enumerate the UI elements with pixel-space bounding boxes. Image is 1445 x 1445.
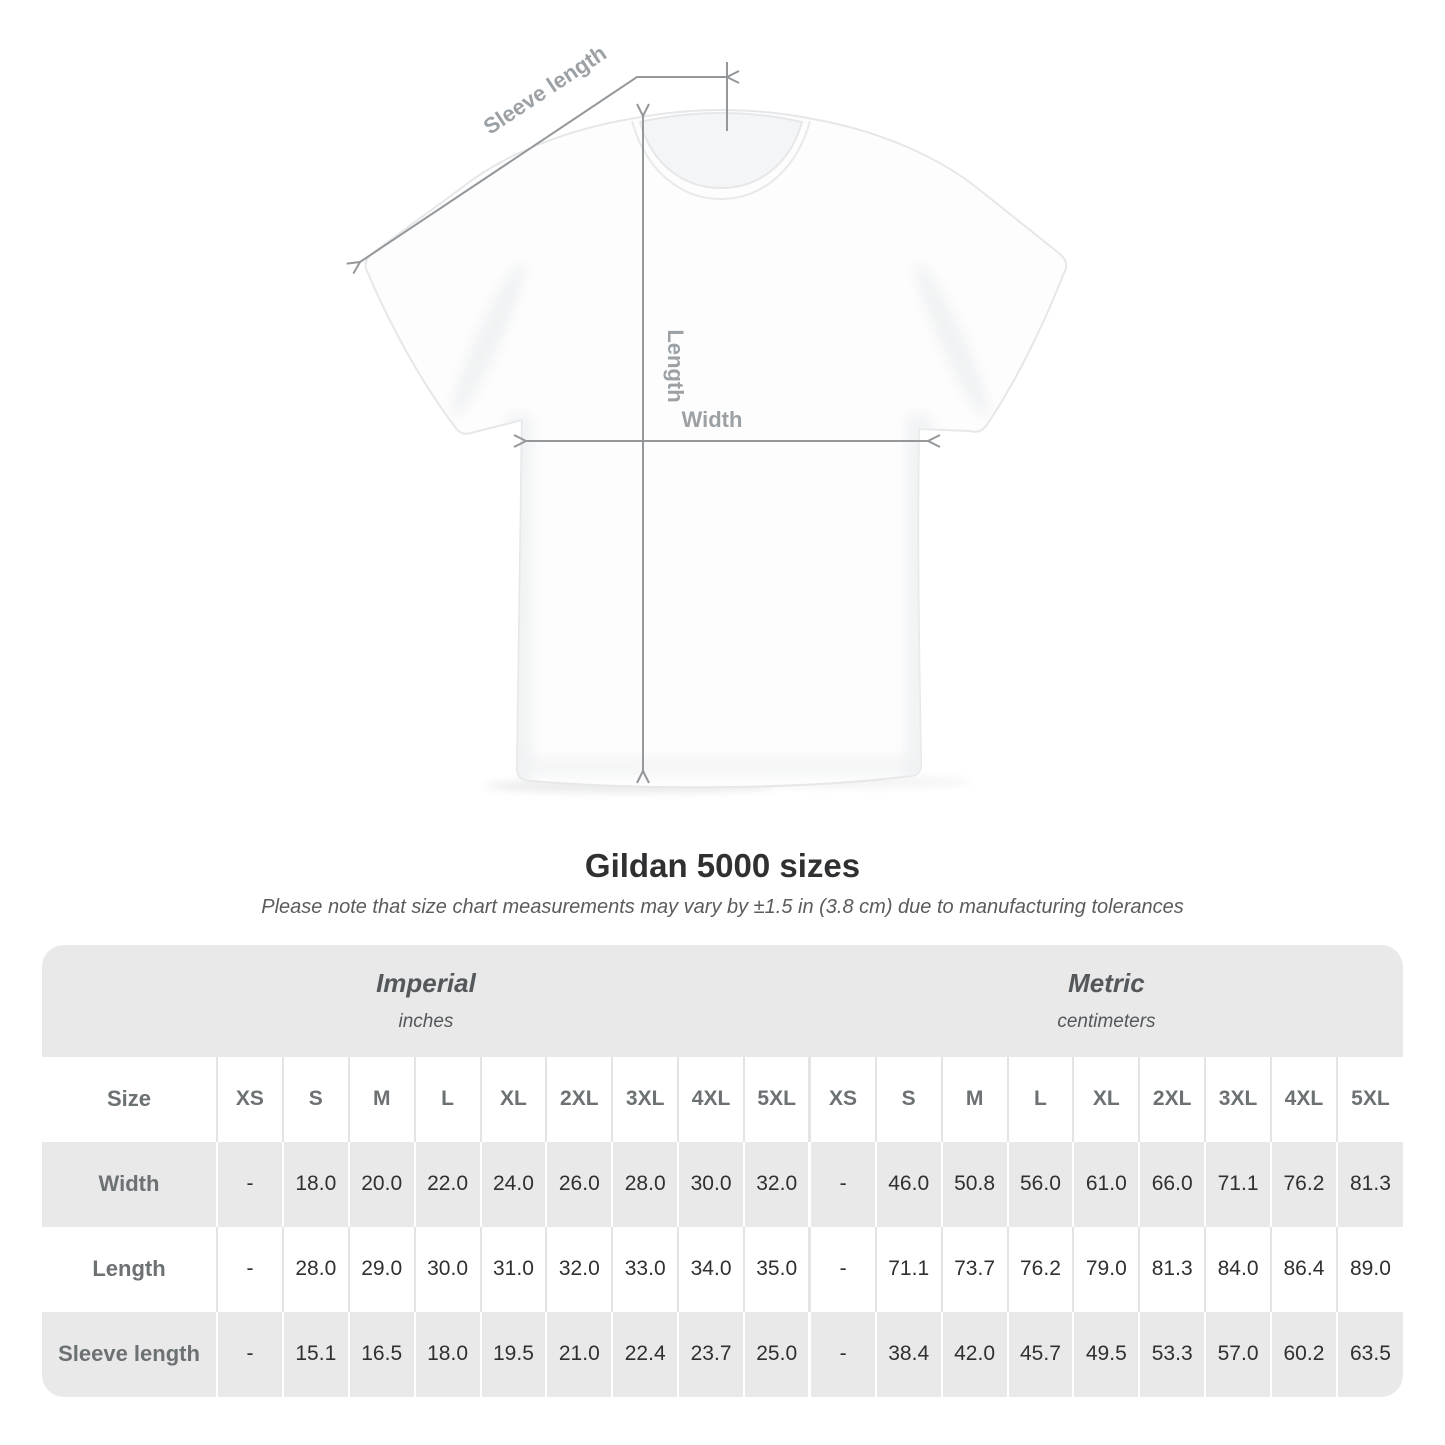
value-cell: 28.0 xyxy=(611,1141,679,1227)
value-cell: 35.0 xyxy=(743,1226,810,1312)
value-cell: 61.0 xyxy=(1072,1141,1140,1227)
size-col-metric: S xyxy=(874,1056,942,1142)
value-cell: 84.0 xyxy=(1204,1226,1271,1312)
size-header: Size xyxy=(42,1056,217,1142)
unit-group-row: Imperial inches Metric centimeters xyxy=(42,944,1403,1057)
value-cell: 31.0 xyxy=(479,1226,547,1312)
size-col-metric: 4XL xyxy=(1270,1056,1337,1142)
sleeve-length-row: Sleeve length - 15.1 16.5 18.0 19.5 21.0… xyxy=(42,1311,1403,1397)
size-chart-page: Sleeve length Length Width Gildan 5000 s… xyxy=(42,40,1403,1397)
value-cell: 19.5 xyxy=(479,1311,547,1397)
size-col-imperial: L xyxy=(413,1056,481,1142)
value-cell: 53.3 xyxy=(1138,1311,1206,1397)
value-cell: 20.0 xyxy=(347,1141,415,1227)
value-cell: 42.0 xyxy=(940,1311,1008,1397)
value-cell: 89.0 xyxy=(1335,1226,1403,1312)
value-cell: 49.5 xyxy=(1072,1311,1140,1397)
value-cell: 71.1 xyxy=(874,1226,942,1312)
value-cell: 24.0 xyxy=(479,1141,547,1227)
sleeve-length-arrow xyxy=(346,70,740,275)
value-cell: 21.0 xyxy=(545,1311,613,1397)
value-cell: 28.0 xyxy=(281,1226,349,1312)
value-cell: 81.3 xyxy=(1335,1141,1403,1227)
value-cell: 22.0 xyxy=(413,1141,481,1227)
size-col-imperial: 5XL xyxy=(743,1056,810,1142)
value-cell: 79.0 xyxy=(1072,1226,1140,1312)
size-col-metric: 2XL xyxy=(1138,1056,1206,1142)
value-cell: 60.2 xyxy=(1270,1311,1337,1397)
value-cell: 46.0 xyxy=(874,1141,942,1227)
value-cell: 76.2 xyxy=(1270,1141,1337,1227)
metric-group-header: Metric centimeters xyxy=(809,944,1403,1057)
value-cell: 16.5 xyxy=(347,1311,415,1397)
size-col-imperial: S xyxy=(281,1056,349,1142)
page-title: Gildan 5000 sizes xyxy=(584,847,861,884)
tshirt-body xyxy=(364,109,1068,789)
imperial-label: Imperial xyxy=(376,968,476,999)
value-cell: - xyxy=(216,1141,283,1227)
value-cell: - xyxy=(808,1311,876,1397)
value-cell: 26.0 xyxy=(545,1141,613,1227)
size-col-imperial: 3XL xyxy=(611,1056,679,1142)
value-cell: 81.3 xyxy=(1138,1226,1206,1312)
imperial-group-header: Imperial inches xyxy=(42,944,810,1057)
value-cell: - xyxy=(216,1311,283,1397)
tolerance-note: Please note that size chart measurements… xyxy=(261,895,1184,918)
value-cell: 63.5 xyxy=(1335,1311,1403,1397)
value-cell: 15.1 xyxy=(281,1311,349,1397)
value-cell: 32.0 xyxy=(743,1141,810,1227)
value-cell: 23.7 xyxy=(677,1311,744,1397)
size-col-imperial: XL xyxy=(479,1056,547,1142)
size-col-metric: XL xyxy=(1072,1056,1140,1142)
tshirt-diagram: Sleeve length Length Width xyxy=(346,40,1068,793)
value-cell: 38.4 xyxy=(874,1311,942,1397)
value-cell: 56.0 xyxy=(1006,1141,1074,1227)
value-cell: 22.4 xyxy=(611,1311,679,1397)
imperial-unit: inches xyxy=(398,1011,454,1033)
value-cell: 18.0 xyxy=(413,1311,481,1397)
row-label: Width xyxy=(42,1141,217,1227)
sleeve-length-label: Sleeve length xyxy=(479,40,611,139)
width-row: Width - 18.0 20.0 22.0 24.0 26.0 28.0 30… xyxy=(42,1141,1403,1227)
size-col-metric: L xyxy=(1006,1056,1074,1142)
size-col-metric: XS xyxy=(808,1056,876,1142)
value-cell: 30.0 xyxy=(413,1226,481,1312)
size-header-row: Size XS S M L XL 2XL 3XL 4XL 5XL XS S M … xyxy=(42,1056,1403,1142)
value-cell: 45.7 xyxy=(1006,1311,1074,1397)
row-label: Sleeve length xyxy=(42,1311,217,1397)
value-cell: 73.7 xyxy=(940,1226,1008,1312)
value-cell: 30.0 xyxy=(677,1141,744,1227)
metric-label: Metric xyxy=(1068,968,1145,999)
value-cell: 86.4 xyxy=(1270,1226,1337,1312)
value-cell: 25.0 xyxy=(743,1311,810,1397)
size-col-metric: M xyxy=(940,1056,1008,1142)
size-col-imperial: M xyxy=(347,1056,415,1142)
row-label: Length xyxy=(42,1226,217,1312)
size-col-imperial: XS xyxy=(216,1056,283,1142)
size-col-metric: 5XL xyxy=(1335,1056,1403,1142)
value-cell: - xyxy=(216,1226,283,1312)
value-cell: 32.0 xyxy=(545,1226,613,1312)
value-cell: 29.0 xyxy=(347,1226,415,1312)
length-label: Length xyxy=(663,329,688,402)
size-col-imperial: 4XL xyxy=(677,1056,744,1142)
value-cell: 76.2 xyxy=(1006,1226,1074,1312)
value-cell: 34.0 xyxy=(677,1226,744,1312)
value-cell: 18.0 xyxy=(281,1141,349,1227)
length-row: Length - 28.0 29.0 30.0 31.0 32.0 33.0 3… xyxy=(42,1226,1403,1312)
width-label: Width xyxy=(682,407,743,432)
measurement-lines xyxy=(346,62,941,784)
size-col-metric: 3XL xyxy=(1204,1056,1271,1142)
value-cell: 57.0 xyxy=(1204,1311,1271,1397)
value-cell: - xyxy=(808,1226,876,1312)
size-table-container: Imperial inches Metric centimeters Size … xyxy=(42,944,1403,1397)
metric-unit: centimeters xyxy=(1057,1011,1156,1033)
value-cell: 33.0 xyxy=(611,1226,679,1312)
size-col-imperial: 2XL xyxy=(545,1056,613,1142)
value-cell: 50.8 xyxy=(940,1141,1008,1227)
value-cell: - xyxy=(808,1141,876,1227)
size-table: Imperial inches Metric centimeters Size … xyxy=(42,944,1403,1397)
value-cell: 71.1 xyxy=(1204,1141,1271,1227)
value-cell: 66.0 xyxy=(1138,1141,1206,1227)
